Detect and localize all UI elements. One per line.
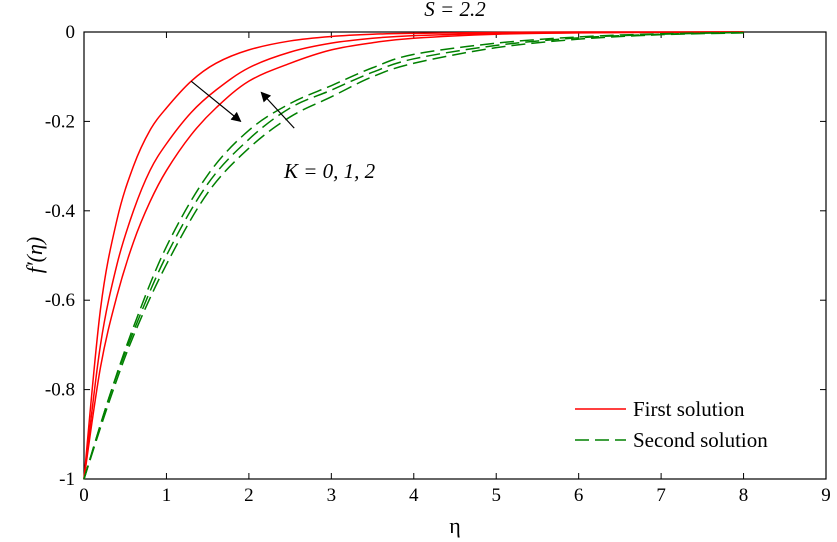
x-tick-label: 2 xyxy=(244,485,254,506)
plot-frame xyxy=(83,31,827,480)
y-axis: 0 -0.2 -0.4 -0.6 -0.8 -1 xyxy=(45,22,826,490)
x-axis: 0 1 2 3 4 5 6 7 8 9 xyxy=(79,32,831,506)
x-tick-label: 5 xyxy=(491,485,501,506)
y-tick-label: 0 xyxy=(66,22,76,43)
series-line-first-solution-k1 xyxy=(83,31,744,480)
y-axis-title: f′(η) xyxy=(22,237,47,274)
legend-label-second-solution: Second solution xyxy=(633,428,768,452)
x-tick-label: 9 xyxy=(821,485,831,506)
y-tick-label: -1 xyxy=(59,469,75,490)
arrow-layer xyxy=(190,80,295,129)
x-axis-title: η xyxy=(449,513,461,538)
x-tick-label: 1 xyxy=(162,485,172,506)
x-tick-label: 3 xyxy=(327,485,337,506)
y-tick-label: -0.8 xyxy=(45,380,75,401)
series-line-second-solution-k0 xyxy=(83,31,744,480)
legend-label-first-solution: First solution xyxy=(633,397,745,421)
x-tick-label: 4 xyxy=(409,485,419,506)
series-line-first-solution-k2 xyxy=(83,31,744,480)
legend: First solution Second solution xyxy=(575,397,768,452)
x-tick-label: 8 xyxy=(739,485,749,506)
x-tick-label: 7 xyxy=(656,485,666,506)
series-line-second-solution-k2 xyxy=(83,32,744,480)
annotation-k: K = 0, 1, 2 xyxy=(283,159,376,183)
series-line-first-solution-k0 xyxy=(83,31,744,480)
y-tick-label: -0.4 xyxy=(45,201,76,222)
series-line-second-solution-k1 xyxy=(83,31,744,480)
trend-arrow-decreasing xyxy=(190,80,242,123)
x-tick-label: 6 xyxy=(574,485,584,506)
y-tick-label: -0.6 xyxy=(45,290,75,311)
x-tick-label: 0 xyxy=(79,485,89,506)
chart-title: S = 2.2 xyxy=(424,0,486,21)
y-tick-label: -0.2 xyxy=(45,111,75,132)
trend-arrow-increasing xyxy=(260,91,295,129)
series-layer xyxy=(83,31,744,480)
